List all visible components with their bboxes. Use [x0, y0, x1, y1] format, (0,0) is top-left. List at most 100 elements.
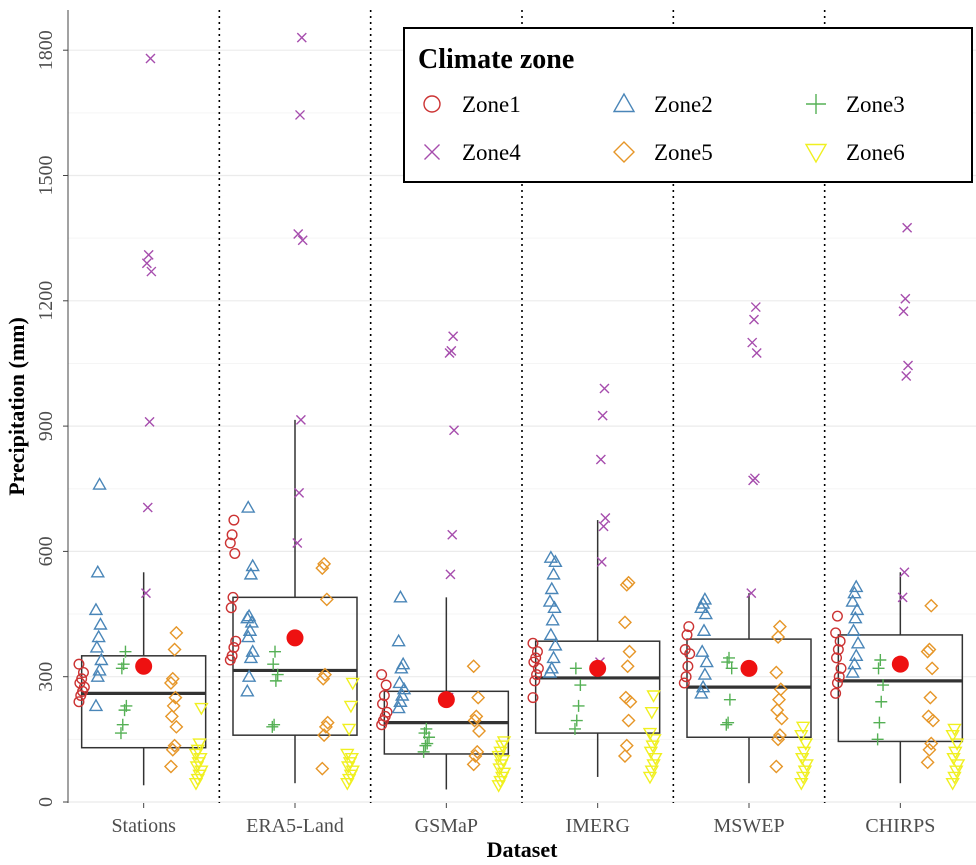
mean-point — [135, 657, 153, 675]
data-point-zone2 — [396, 681, 412, 695]
data-point-zone4 — [746, 588, 757, 599]
data-point-zone5 — [468, 749, 483, 764]
data-point-zone1 — [830, 687, 842, 699]
data-point-zone5 — [318, 719, 333, 734]
data-point-zone4 — [899, 567, 910, 578]
data-point-zone5 — [167, 738, 182, 753]
data-point-zone5 — [772, 728, 787, 743]
data-point-zone4 — [747, 337, 758, 348]
data-point-zone2 — [241, 669, 257, 682]
data-point-zone2 — [543, 550, 559, 563]
data-point-zone4 — [142, 502, 153, 513]
box-body — [80, 655, 207, 749]
data-point-zone2 — [698, 606, 714, 620]
data-point-zone2 — [88, 698, 104, 712]
data-point-zone4 — [141, 258, 152, 269]
data-point-zone1 — [224, 537, 236, 549]
data-point-zone6 — [795, 721, 811, 735]
data-point-zone5 — [771, 732, 786, 747]
x-tick-label: CHIRPS — [865, 815, 935, 837]
data-point-zone2 — [395, 688, 410, 701]
data-point-zone2 — [546, 650, 561, 664]
data-point-zone4 — [296, 32, 307, 43]
data-point-zone2 — [91, 629, 106, 643]
data-point-zone3 — [269, 645, 281, 658]
data-point-zone2 — [92, 663, 107, 676]
data-point-zone5 — [163, 759, 178, 774]
data-point-zone6 — [343, 700, 359, 714]
data-point-zone5 — [923, 690, 938, 705]
data-point-zone5 — [315, 561, 330, 576]
data-point-zone1 — [831, 677, 843, 689]
data-point-zone5 — [617, 749, 632, 764]
data-point-zone6 — [192, 738, 207, 751]
data-point-zone4 — [447, 529, 458, 540]
x-tick-label: ERA5-Land — [246, 815, 344, 837]
data-point-zone1 — [226, 529, 238, 541]
data-point-zone5 — [316, 671, 331, 686]
data-point-zone6 — [496, 736, 512, 749]
data-point-zone4 — [446, 345, 457, 356]
data-point-zone4 — [900, 293, 911, 304]
data-point-zone1 — [527, 692, 539, 704]
y-tick-label: 1800 — [35, 30, 57, 70]
data-point-zone2 — [699, 654, 714, 668]
legend-label-zone4: Zone4 — [462, 140, 521, 165]
data-point-zone4 — [143, 249, 154, 260]
data-point-zone5 — [618, 690, 633, 705]
data-point-zone6 — [796, 746, 812, 760]
data-point-zone5 — [772, 692, 786, 707]
data-point-zone3 — [574, 679, 587, 692]
data-point-zone2 — [547, 600, 562, 613]
data-point-zone6 — [340, 748, 355, 762]
data-point-zone1 — [830, 627, 842, 639]
data-point-zone3 — [267, 658, 280, 671]
data-point-zone5 — [470, 744, 485, 759]
legend-label-zone3: Zone3 — [846, 92, 905, 117]
data-point-zone3 — [570, 714, 583, 727]
data-point-zone2 — [92, 477, 107, 490]
x-tick-label: Stations — [111, 815, 176, 837]
data-point-zone4 — [140, 588, 151, 599]
legend-box — [403, 27, 973, 183]
data-point-zone1 — [230, 635, 242, 647]
data-point-zone1 — [680, 671, 692, 683]
data-point-zone3 — [722, 716, 735, 729]
x-tick-label: MSWEP — [713, 815, 784, 837]
data-point-zone6 — [948, 746, 963, 760]
data-point-zone3 — [120, 699, 133, 712]
data-point-zone5 — [617, 615, 632, 630]
data-point-zone4 — [448, 331, 459, 342]
data-point-zone1 — [683, 621, 695, 633]
data-point-zone3 — [723, 651, 735, 664]
data-point-zone1 — [77, 667, 89, 679]
box-body — [534, 640, 661, 734]
data-point-zone2 — [544, 581, 559, 595]
data-point-zone2 — [245, 558, 260, 572]
data-point-zone3 — [572, 699, 585, 712]
data-point-zone5 — [619, 738, 634, 753]
mean-point — [437, 691, 455, 709]
data-point-zone1 — [380, 679, 392, 691]
data-point-zone2 — [846, 623, 861, 636]
data-point-zone3 — [268, 718, 281, 731]
data-point-zone6 — [642, 727, 658, 741]
data-point-zone5 — [772, 619, 787, 634]
legend-label-zone1: Zone1 — [462, 92, 521, 117]
data-point-zone5 — [471, 690, 486, 705]
data-point-zone5 — [165, 671, 180, 686]
data-point-zone5 — [769, 759, 784, 774]
legend: Climate zone Zone1 Zone2 Zone3 Zone4 Zone5 Zo… — [403, 27, 973, 183]
data-point-zone3 — [569, 662, 582, 675]
data-point-zone6 — [341, 723, 357, 737]
data-point-zone6 — [646, 690, 661, 703]
data-point-zone5 — [315, 761, 330, 776]
data-point-zone4 — [599, 383, 610, 394]
data-point-zone2 — [240, 629, 256, 643]
data-point-zone3 — [874, 653, 887, 666]
data-point-zone5 — [769, 665, 784, 680]
point-layer — [73, 32, 966, 793]
legend-key-zone4 — [424, 144, 440, 160]
data-point-zone3 — [875, 695, 888, 708]
legend-key-zone5 — [613, 141, 635, 163]
